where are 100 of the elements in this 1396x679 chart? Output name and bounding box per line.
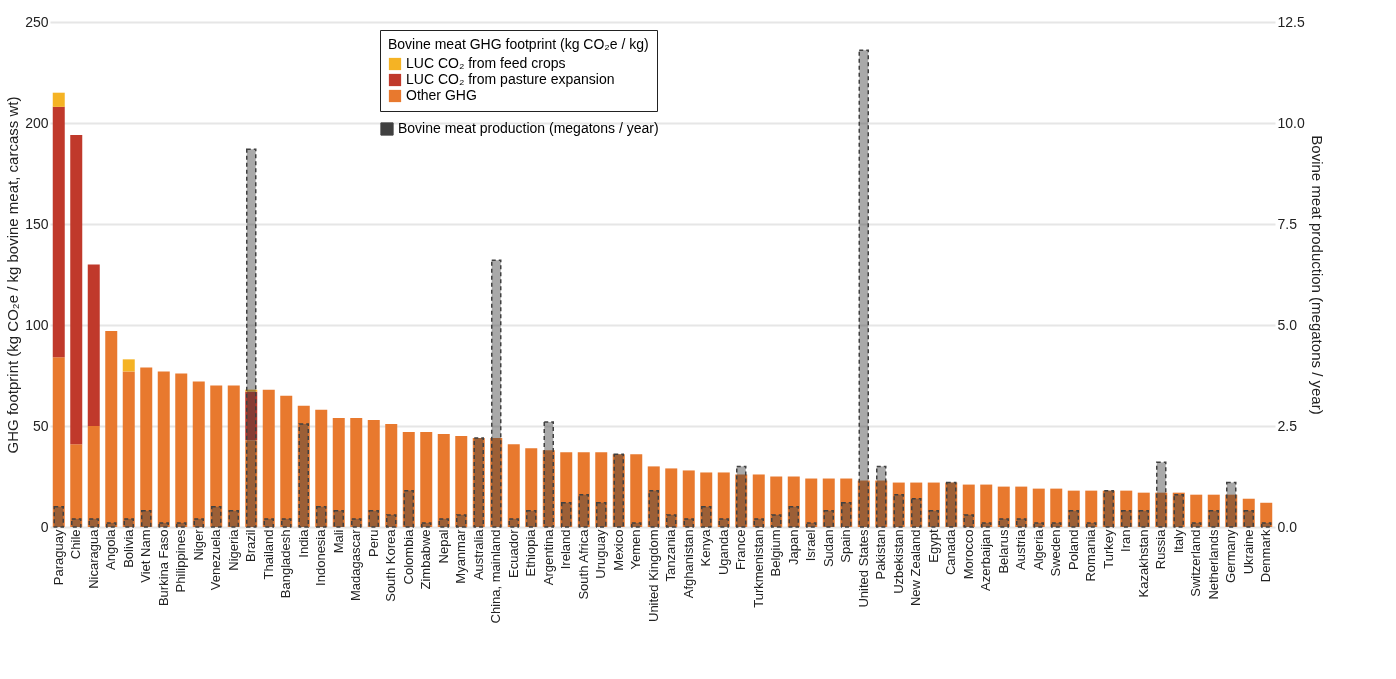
x-tick-label: Australia xyxy=(470,528,486,581)
bar xyxy=(647,466,660,527)
x-tick-label: Ethiopia xyxy=(523,528,539,577)
bar xyxy=(1260,502,1273,527)
bar xyxy=(281,518,292,528)
bar xyxy=(158,522,169,528)
bar xyxy=(141,510,152,528)
x-tick-label: India xyxy=(295,528,311,558)
x-tick-label: Peru xyxy=(365,529,381,557)
x-tick-label: Algeria xyxy=(1030,528,1046,570)
bar xyxy=(980,484,993,527)
x-tick-label: Niger xyxy=(190,528,206,561)
bar xyxy=(105,331,118,527)
x-tick-label: Pakistan xyxy=(873,529,889,580)
x-tick-label: Madagascar xyxy=(348,528,364,602)
bar xyxy=(211,506,222,528)
bar xyxy=(245,440,258,527)
x-tick-label: Philippines xyxy=(173,529,189,593)
bar xyxy=(262,389,275,527)
bar xyxy=(280,395,293,527)
bar xyxy=(666,514,677,528)
bar xyxy=(631,522,642,528)
bar xyxy=(981,522,992,528)
bar xyxy=(526,510,537,528)
x-tick-label: New Zealand xyxy=(908,529,924,607)
x-tick-label: Kazakhstan xyxy=(1135,529,1151,598)
bar xyxy=(927,482,940,527)
bar xyxy=(106,522,117,528)
bar xyxy=(525,448,538,527)
bar xyxy=(192,381,205,527)
bar xyxy=(962,484,975,527)
bar xyxy=(227,385,240,527)
bar xyxy=(491,259,502,528)
bar xyxy=(806,522,817,528)
x-tick-label: Nepal xyxy=(435,529,451,564)
bar xyxy=(52,106,65,358)
y2-tick-label: 7.5 xyxy=(1277,215,1298,232)
x-tick-label: Belgium xyxy=(768,529,784,577)
bar xyxy=(245,391,258,441)
bar xyxy=(175,373,188,527)
bar xyxy=(858,49,869,528)
bar xyxy=(193,518,204,528)
x-tick-label: Argentina xyxy=(540,528,556,586)
bar xyxy=(437,434,450,527)
y2-axis-title: Bovine meat production (megatons / year) xyxy=(1308,135,1326,415)
bar xyxy=(998,518,1009,528)
y2-tick-label: 5.0 xyxy=(1277,316,1298,333)
bar xyxy=(1085,490,1098,527)
bar xyxy=(560,452,573,527)
bar xyxy=(1261,522,1272,528)
x-tick-label: Austria xyxy=(1013,528,1029,570)
bar xyxy=(228,510,239,528)
legend-label: LUC CO₂ from pasture expansion xyxy=(406,71,615,87)
bar xyxy=(332,417,345,527)
bar xyxy=(420,432,433,527)
bar xyxy=(1015,486,1028,527)
y-tick-label: 200 xyxy=(25,114,49,131)
bar xyxy=(1016,518,1027,528)
x-tick-label: Turkey xyxy=(1100,529,1116,569)
x-tick-label: Ukraine xyxy=(1240,529,1256,575)
bar xyxy=(88,518,99,528)
x-tick-label: Myanmar xyxy=(453,528,469,584)
x-tick-label: Bolivia xyxy=(120,528,136,568)
bar xyxy=(997,486,1010,527)
x-tick-label: Thailand xyxy=(260,529,276,580)
x-tick-label: Japan xyxy=(785,529,801,565)
bar xyxy=(421,522,432,528)
x-tick-label: Italy xyxy=(1170,529,1186,554)
x-tick-label: Switzerland xyxy=(1188,529,1204,597)
x-tick-label: France xyxy=(733,529,749,570)
x-tick-label: Nigeria xyxy=(225,528,241,571)
bar xyxy=(315,409,328,527)
y2-tick-label: 12.5 xyxy=(1277,13,1305,30)
bar xyxy=(87,264,100,426)
bar xyxy=(1067,490,1080,527)
bar xyxy=(210,385,223,527)
bar xyxy=(543,421,554,528)
bar xyxy=(840,478,853,527)
y-tick-label: 250 xyxy=(25,13,49,30)
bar xyxy=(876,465,887,528)
bar xyxy=(508,518,519,528)
x-tick-label: Zimbabwe xyxy=(418,529,434,590)
bar xyxy=(1051,522,1062,528)
x-tick-label: Afghanistan xyxy=(680,529,696,599)
bar xyxy=(736,465,747,528)
x-tick-label: China, mainland xyxy=(488,529,504,624)
legend-label: Other GHG xyxy=(406,87,477,103)
bar xyxy=(1242,498,1255,527)
bar xyxy=(682,470,695,527)
bar xyxy=(52,92,65,107)
bar xyxy=(1137,492,1150,527)
x-tick-label: Germany xyxy=(1223,529,1239,583)
x-tick-label: Morocco xyxy=(960,529,976,580)
y2-tick-label: 10.0 xyxy=(1277,114,1305,131)
bar xyxy=(753,518,764,528)
bar xyxy=(368,510,379,528)
bar xyxy=(822,478,835,527)
bar xyxy=(140,367,153,527)
bar xyxy=(71,518,82,528)
y-tick-label: 50 xyxy=(32,417,49,434)
